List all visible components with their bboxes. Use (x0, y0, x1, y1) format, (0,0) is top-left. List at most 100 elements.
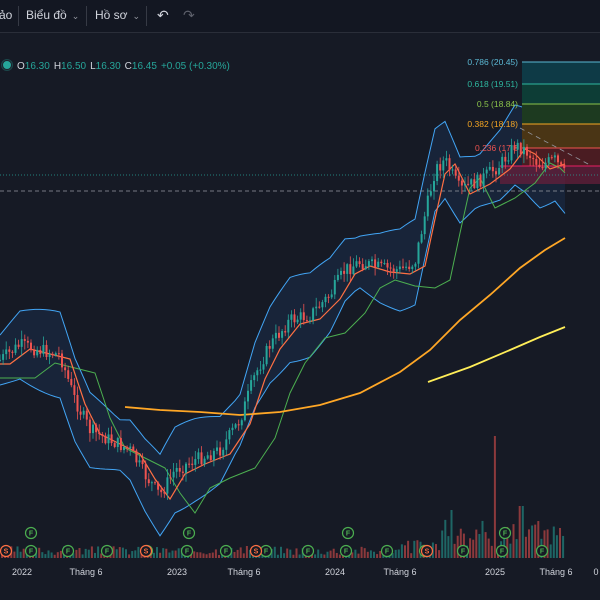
candle-body (560, 162, 563, 165)
candle-body (113, 443, 116, 447)
fib-zone[interactable] (522, 84, 600, 104)
candle-body (467, 183, 470, 185)
redo-icon[interactable]: ↷ (183, 7, 195, 23)
volume-bar (447, 536, 450, 558)
dividend-event-icon[interactable]: S (0, 544, 13, 558)
time-axis-label: 2024 (325, 567, 345, 577)
volume-bar (128, 554, 131, 558)
financial-event-icon[interactable]: F (180, 544, 194, 558)
volume-bar (292, 554, 295, 558)
fibonacci-retracement[interactable]: 0.786 (20.45) 0.618 (19.51) 0.5 (18.84) 0.3… (467, 57, 600, 184)
financial-event-icon[interactable]: F (182, 526, 196, 540)
fib-zone[interactable] (522, 62, 600, 84)
svg-text:F: F (346, 531, 351, 538)
chart-menu-label: Biểu đồ (26, 8, 67, 22)
svg-text:F: F (29, 531, 34, 538)
volume-bar (351, 552, 354, 558)
candle-body (203, 458, 206, 465)
candle-body (144, 464, 147, 480)
candle-body (30, 342, 32, 351)
high-value: 16.50 (61, 61, 87, 72)
candle-body (247, 390, 249, 402)
candle-body (535, 159, 538, 165)
financial-event-icon[interactable]: F (339, 544, 353, 558)
volume-bar (472, 539, 475, 558)
volume-bar (270, 549, 273, 558)
financial-event-icon[interactable]: F (259, 544, 273, 558)
financial-event-icon[interactable]: F (535, 544, 549, 558)
dividend-event-icon[interactable]: S (249, 544, 263, 558)
financial-event-icon[interactable]: F (498, 526, 512, 540)
candle-body (414, 263, 417, 267)
candle-body (206, 455, 209, 459)
volume-bar (438, 550, 441, 558)
volume-bar (286, 548, 289, 558)
candle-body (302, 312, 305, 321)
fib-zone[interactable] (522, 148, 600, 166)
volume-bar (159, 552, 162, 558)
trendline-dashed[interactable] (519, 127, 591, 166)
candle-body (51, 353, 54, 356)
candle-body (324, 296, 327, 303)
candle-body (454, 169, 457, 176)
volume-bar (320, 553, 323, 558)
time-axis-label: 2025 (485, 567, 505, 577)
undo-icon[interactable]: ↶ (157, 7, 169, 23)
dividend-event-icon[interactable]: S (420, 544, 434, 558)
candle-body (160, 489, 163, 493)
candle-body (448, 158, 451, 171)
candle-body (209, 455, 212, 461)
candle-body (33, 350, 36, 356)
financial-event-icon[interactable]: F (341, 526, 355, 540)
financial-event-icon[interactable]: F (100, 544, 114, 558)
financial-event-icon[interactable]: F (301, 544, 315, 558)
fib-zone[interactable] (522, 104, 600, 124)
volume-bar (509, 543, 512, 558)
dividend-event-icon[interactable]: S (139, 544, 153, 558)
market-status-icon[interactable] (2, 60, 12, 70)
volume-bar (118, 547, 121, 558)
profile-menu-button[interactable]: Hồ sơ ⌄ (95, 8, 140, 22)
candle-body (544, 162, 547, 169)
fib-zone[interactable] (522, 124, 600, 148)
svg-text:F: F (29, 549, 34, 556)
time-axis[interactable]: 2022 Tháng 6 2023 Tháng 6 2024 Tháng 6 2025 Thá… (0, 562, 600, 600)
time-axis-label: Tháng 6 (69, 567, 102, 577)
volume-bar (112, 546, 115, 558)
financial-event-icon[interactable]: F (495, 544, 509, 558)
event-markers[interactable]: FFFFFFFFFFFFFFFFFFSSSS (0, 526, 549, 558)
candle-body (54, 353, 57, 356)
profile-menu-label: Hồ sơ (95, 8, 128, 22)
volume-bar (490, 545, 493, 558)
volume-bar (478, 533, 481, 558)
volume-bar (391, 553, 394, 558)
candle-body (557, 155, 559, 163)
candle-body (197, 452, 200, 460)
bollinger-lower-line (0, 184, 566, 537)
chart-menu-button[interactable]: Biểu đồ ⌄ (26, 8, 79, 22)
financial-event-icon[interactable]: F (219, 544, 233, 558)
candle-body (181, 471, 184, 473)
time-axis-label: 0 (593, 567, 598, 577)
candle-body (147, 479, 150, 484)
candle-body (309, 320, 311, 322)
volume-bar (87, 549, 90, 558)
toolbar-partial-item[interactable]: ảo (0, 8, 13, 22)
volume-bar (441, 530, 444, 558)
volume-bar (202, 553, 205, 558)
candle-body (321, 302, 324, 308)
financial-event-icon[interactable]: F (380, 544, 394, 558)
financial-event-icon[interactable]: F (456, 544, 470, 558)
candle-body (138, 460, 141, 463)
svg-text:S: S (4, 549, 9, 556)
financial-event-icon[interactable]: F (61, 544, 75, 558)
candle-body (2, 354, 5, 360)
volume-bar (44, 554, 47, 558)
financial-event-icon[interactable]: F (24, 526, 38, 540)
financial-event-icon[interactable]: F (24, 544, 38, 558)
volume-bar (416, 540, 419, 558)
candle-body (340, 270, 342, 275)
candle-body (284, 331, 287, 333)
candle-body (420, 234, 423, 243)
